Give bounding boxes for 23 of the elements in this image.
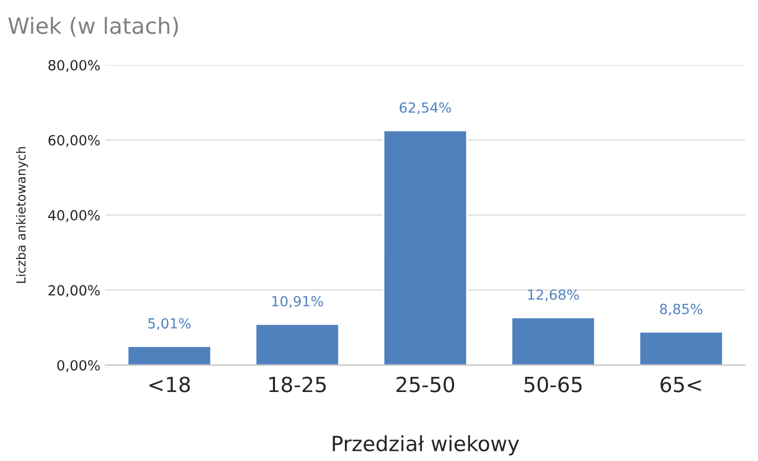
bar — [638, 331, 724, 366]
y-axis-title: Liczba ankietowanych — [16, 147, 28, 283]
x-axis-title: Przedział wiekowy — [332, 435, 520, 456]
bar — [382, 130, 468, 366]
x-tick-label: 18-25 — [269, 376, 326, 392]
data-label: 8,85% — [660, 304, 702, 316]
x-tick-label: <18 — [150, 376, 190, 392]
x-tick-label: 50-65 — [524, 376, 582, 392]
data-label: 12,68% — [528, 289, 579, 302]
bar — [127, 346, 212, 366]
y-tick-label: 20,00% — [48, 285, 100, 297]
y-tick-label: 60,00% — [48, 134, 100, 147]
x-tick-label: 25-50 — [396, 376, 454, 392]
x-tick-label: 65< — [660, 376, 701, 392]
data-label: 62,54% — [400, 102, 451, 114]
y-tick-label: 40,00% — [48, 210, 100, 222]
y-tick-label: 80,00% — [48, 60, 100, 72]
data-label: 5,01% — [148, 318, 191, 330]
bar — [510, 316, 596, 366]
y-tick-label: 0,00% — [57, 360, 100, 372]
chart-title: Wiek (w latach) — [8, 16, 178, 37]
data-label: 10,91% — [272, 296, 323, 308]
bar — [255, 323, 340, 366]
